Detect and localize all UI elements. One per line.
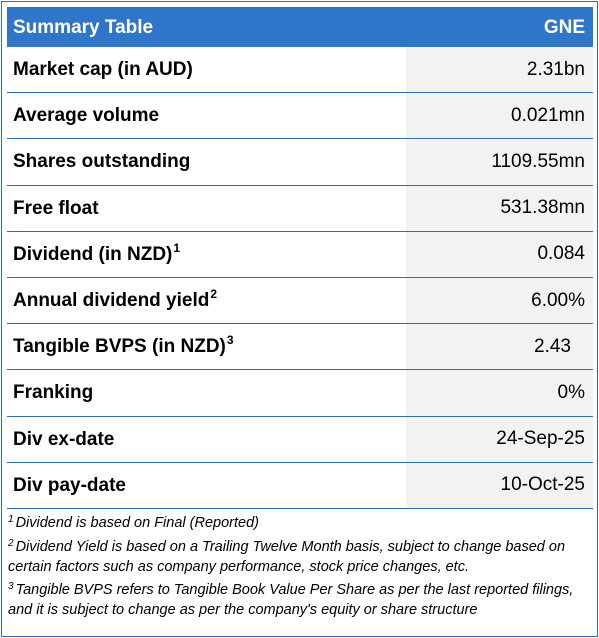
table-row: Shares outstanding 1109.55mn	[7, 139, 593, 186]
row-divider	[7, 230, 593, 232]
row-label-text: Annual dividend yield	[13, 290, 210, 312]
row-label-text: Div pay-date	[13, 474, 126, 496]
row-label-text: Div ex-date	[13, 428, 115, 450]
row-label: Annual dividend yield 2	[7, 277, 406, 325]
row-value: 0.084	[406, 231, 593, 278]
footnote-item: 2 Dividend Yield is based on a Trailing T…	[8, 538, 592, 577]
row-label-text: Dividend (in NZD)	[13, 243, 173, 265]
table-row: Average volume 0.021mn	[7, 93, 593, 140]
ticker-label: GNE	[543, 17, 585, 38]
summary-table: Summary Table GNE Market cap (in AUD) 2.…	[7, 7, 593, 509]
table-row: Tangible BVPS (in NZD) 3 2.43	[7, 324, 593, 371]
row-divider	[7, 369, 593, 371]
table-row: Div ex-date 24-Sep-25	[7, 416, 593, 463]
row-footnote-mark: 1	[173, 240, 181, 255]
footnote-mark: 2	[8, 538, 14, 549]
row-footnote-mark: 2	[210, 287, 218, 302]
row-value: 0%	[406, 370, 593, 417]
row-label: Tangible BVPS (in NZD) 3	[7, 324, 406, 371]
row-divider	[7, 323, 593, 325]
row-label: Div ex-date	[7, 416, 406, 463]
row-label: Market cap (in AUD)	[7, 47, 406, 94]
table-title: Summary Table	[13, 17, 154, 38]
row-label: Free float	[7, 185, 406, 232]
row-divider	[7, 461, 593, 463]
row-label-text: Free float	[13, 197, 99, 219]
row-label-text: Tangible BVPS (in NZD)	[13, 336, 226, 358]
row-label-text: Average volume	[13, 105, 160, 127]
table-row: Annual dividend yield 2 6.00%	[7, 277, 593, 325]
row-label: Franking	[7, 370, 406, 417]
table-row: Dividend (in NZD) 1 0.084	[7, 231, 593, 278]
row-value: 6.00%	[406, 277, 593, 325]
row-value: 2.31bn	[406, 47, 593, 94]
footnote-item: 1 Dividend is based on Final (Reported)	[8, 514, 592, 534]
footnote-mark: 3	[8, 581, 14, 592]
row-label-text: Franking	[13, 382, 94, 404]
row-label: Average volume	[7, 93, 406, 140]
row-label: Div pay-date	[7, 462, 406, 509]
row-divider	[7, 92, 593, 94]
footnote-text: Tangible BVPS refers to Tangible Book Va…	[8, 582, 574, 618]
footnote-text: Dividend is based on Final (Reported)	[15, 515, 259, 531]
footnote-text: Dividend Yield is based on a Trailing Tw…	[8, 539, 566, 575]
row-divider	[7, 276, 593, 278]
row-value: 0.021mn	[406, 93, 593, 140]
table-row: Div pay-date 10-Oct-25	[7, 462, 593, 509]
row-value: 24-Sep-25	[406, 416, 593, 463]
row-label: Shares outstanding	[7, 139, 406, 186]
footnote-mark: 1	[8, 514, 14, 525]
table-header: Summary Table GNE	[7, 7, 593, 47]
row-value: 1109.55mn	[406, 139, 593, 186]
row-label-text: Market cap (in AUD)	[13, 59, 193, 81]
row-divider	[7, 138, 593, 140]
footnotes: 1 Dividend is based on Final (Reported) 2…	[8, 514, 592, 624]
row-label: Dividend (in NZD) 1	[7, 231, 406, 278]
row-value: 10-Oct-25	[406, 462, 593, 509]
row-divider	[7, 415, 593, 417]
footnote-item: 3 Tangible BVPS refers to Tangible Book V…	[8, 581, 592, 620]
table-row: Market cap (in AUD) 2.31bn	[7, 47, 593, 94]
row-divider	[7, 184, 593, 186]
row-value: 2.43	[406, 324, 593, 371]
row-divider	[7, 507, 593, 509]
table-row: Free float 531.38mn	[7, 185, 593, 232]
table-row: Franking 0%	[7, 370, 593, 417]
row-label-text: Shares outstanding	[13, 151, 191, 173]
row-footnote-mark: 3	[226, 333, 234, 348]
row-value: 531.38mn	[406, 185, 593, 232]
